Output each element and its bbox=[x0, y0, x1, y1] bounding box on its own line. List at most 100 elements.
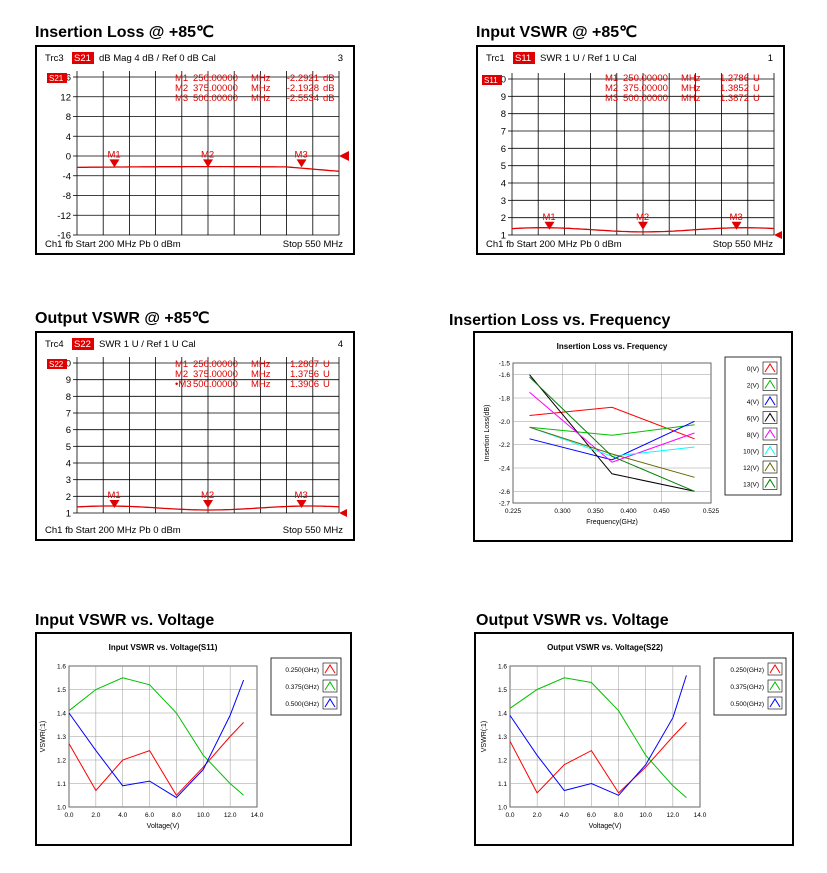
vna-marker-readout-value: 1.3906 bbox=[290, 379, 319, 390]
vna-marker-label: M2 bbox=[636, 212, 649, 223]
vna-marker-readout-vunit: dB bbox=[323, 73, 335, 84]
vna-marker-readout-unit: MHz bbox=[251, 379, 271, 390]
vna-marker-readout-value: -2.1928 bbox=[287, 83, 319, 94]
vna-marker-label: M1 bbox=[542, 212, 555, 223]
chart-legend-swatch-box bbox=[762, 411, 778, 424]
panel-title-ovswr85: Output VSWR @ +85℃ bbox=[35, 310, 210, 327]
vna-marker-readout-freq: 375.00000 bbox=[623, 83, 668, 94]
vna-marker-readout-name: M2 bbox=[605, 83, 618, 94]
vna-marker-readout-freq: 375.00000 bbox=[193, 369, 238, 380]
vna-marker-readout-name: M1 bbox=[175, 73, 188, 84]
chart-y-tick-label: -2.4 bbox=[499, 466, 511, 473]
vna-channel-number: 4 bbox=[338, 339, 343, 350]
vna-marker-readout-freq: 500.00000 bbox=[193, 379, 238, 390]
vna-marker-readout-name: •M3 bbox=[175, 379, 192, 390]
vna-marker-readout-vunit: U bbox=[753, 93, 760, 104]
chart-x-tick-label: 14.0 bbox=[694, 812, 707, 819]
vna-y-tick-label: 4 bbox=[501, 179, 506, 190]
vna-param-label: S21 bbox=[74, 53, 91, 64]
chart-y-tick-label: 1.6 bbox=[57, 664, 66, 671]
vna-marker-triangle bbox=[109, 159, 120, 168]
chart-x-tick-label: 2.0 bbox=[533, 812, 542, 819]
vna-marker-label: M1 bbox=[107, 490, 120, 501]
vna-y-tick-label: 8 bbox=[501, 109, 506, 120]
chart-series-line bbox=[529, 420, 695, 461]
vna-marker-readout-value: 1.2807 bbox=[290, 359, 319, 370]
vna-marker-readout-name: M1 bbox=[605, 73, 618, 84]
chart-legend-swatch-line bbox=[324, 681, 336, 691]
vna-marker-readout-unit: MHz bbox=[251, 83, 271, 94]
chart-series-line bbox=[68, 722, 244, 797]
chart-y-axis-label: VSWR(:1) bbox=[40, 721, 47, 753]
vna-marker-triangle bbox=[109, 500, 120, 508]
panel-title-ivv: Input VSWR vs. Voltage bbox=[35, 612, 215, 629]
chart-x-tick-label: 10.0 bbox=[197, 812, 210, 819]
chart-x-tick-label: 6.0 bbox=[587, 812, 596, 819]
vna-trace-tag-label: S22 bbox=[49, 360, 64, 369]
chart-y-tick-label: 1.1 bbox=[57, 781, 66, 788]
chart-x-tick-label: 12.0 bbox=[224, 812, 237, 819]
chart-series-line bbox=[529, 374, 695, 492]
chart-y-tick-label: 1.2 bbox=[57, 758, 66, 765]
vna-y-tick-label: 1 bbox=[66, 509, 71, 520]
chart-legend-swatch-box bbox=[762, 378, 778, 391]
chart-legend-swatch-line bbox=[764, 445, 776, 455]
chart-y-tick-label: 1.2 bbox=[498, 758, 507, 765]
chart-y-tick-label: -2.7 bbox=[499, 501, 511, 508]
chart-y-tick-label: 1.0 bbox=[57, 805, 66, 812]
vna-footer-start: Ch1 fb Start 200 MHz Pb 0 dBm bbox=[45, 239, 181, 250]
vna-marker-triangle bbox=[544, 221, 555, 230]
chart-frame-ovv: Output VSWR vs. Voltage(S22) 0.0 2.0 4.0 6.0… bbox=[474, 632, 794, 846]
vna-marker-readout-unit: MHz bbox=[251, 93, 271, 104]
chart-legend-label: 8(V) bbox=[747, 432, 759, 439]
chart-legend-swatch-box bbox=[762, 361, 778, 375]
chart-legend-label: 4(V) bbox=[747, 399, 759, 406]
vna-y-tick-label: 9 bbox=[501, 92, 506, 103]
vna-y-tick-label: 3 bbox=[501, 196, 506, 207]
chart-y-tick-label: 1.5 bbox=[57, 687, 66, 694]
chart-svg-ilf: Insertion Loss vs. Frequency 0.225 0.300 0.… bbox=[484, 342, 782, 526]
vna-channel-number: 3 bbox=[338, 53, 343, 64]
vna-marker-readout-name: M3 bbox=[605, 93, 618, 104]
vna-marker-triangle bbox=[296, 159, 307, 168]
vna-channel-number: 1 bbox=[768, 53, 773, 64]
vna-marker-triangle bbox=[296, 500, 307, 508]
vna-trace-line bbox=[511, 227, 775, 233]
vna-marker-readout-unit: MHz bbox=[251, 73, 271, 84]
chart-legend-swatch-box bbox=[767, 696, 783, 710]
chart-x-tick-label: 0.0 bbox=[64, 812, 73, 819]
vna-param-box bbox=[513, 52, 535, 64]
vna-param-box bbox=[72, 338, 94, 350]
vna-y-tick-label: 0 bbox=[66, 152, 71, 163]
vna-marker-readout-name: M1 bbox=[175, 359, 188, 370]
chart-x-tick-label: 0.525 bbox=[703, 508, 720, 515]
chart-x-tick-label: 0.400 bbox=[620, 508, 637, 515]
vna-marker-readout-name: M2 bbox=[175, 369, 188, 380]
vna-marker-readout-value: 1.3872 bbox=[720, 93, 749, 104]
vna-y-tick-label: 5 bbox=[66, 442, 71, 453]
vna-y-tick-label: 9 bbox=[66, 375, 71, 386]
chart-legend-swatch-line bbox=[764, 478, 776, 488]
chart-plot-area bbox=[512, 362, 712, 504]
vna-marker-readout-value: 1.3756 bbox=[290, 369, 319, 380]
chart-legend-swatch-line bbox=[769, 681, 781, 691]
chart-legend-swatch-line bbox=[764, 379, 776, 389]
vna-footer-start: Ch1 fb Start 200 MHz Pb 0 dBm bbox=[486, 239, 622, 250]
chart-y-tick-label: 1.5 bbox=[498, 687, 507, 694]
chart-title: Insertion Loss vs. Frequency bbox=[557, 342, 668, 351]
chart-legend-swatch-line bbox=[764, 363, 776, 373]
panel-title-ovv: Output VSWR vs. Voltage bbox=[476, 612, 669, 629]
vna-y-tick-label: 12 bbox=[60, 92, 71, 103]
vna-marker-readout-unit: MHz bbox=[681, 83, 701, 94]
chart-legend-swatch-box bbox=[767, 679, 783, 693]
vna-y-tick-label: 8 bbox=[66, 392, 71, 403]
vna-trace-tag bbox=[482, 75, 502, 85]
chart-x-tick-label: 0.300 bbox=[554, 508, 571, 515]
vna-trace-label: Trc1 bbox=[486, 53, 505, 64]
chart-x-tick-label: 8.0 bbox=[614, 812, 623, 819]
chart-y-tick-label: -1.8 bbox=[499, 396, 511, 403]
vna-trace-line bbox=[76, 505, 340, 511]
